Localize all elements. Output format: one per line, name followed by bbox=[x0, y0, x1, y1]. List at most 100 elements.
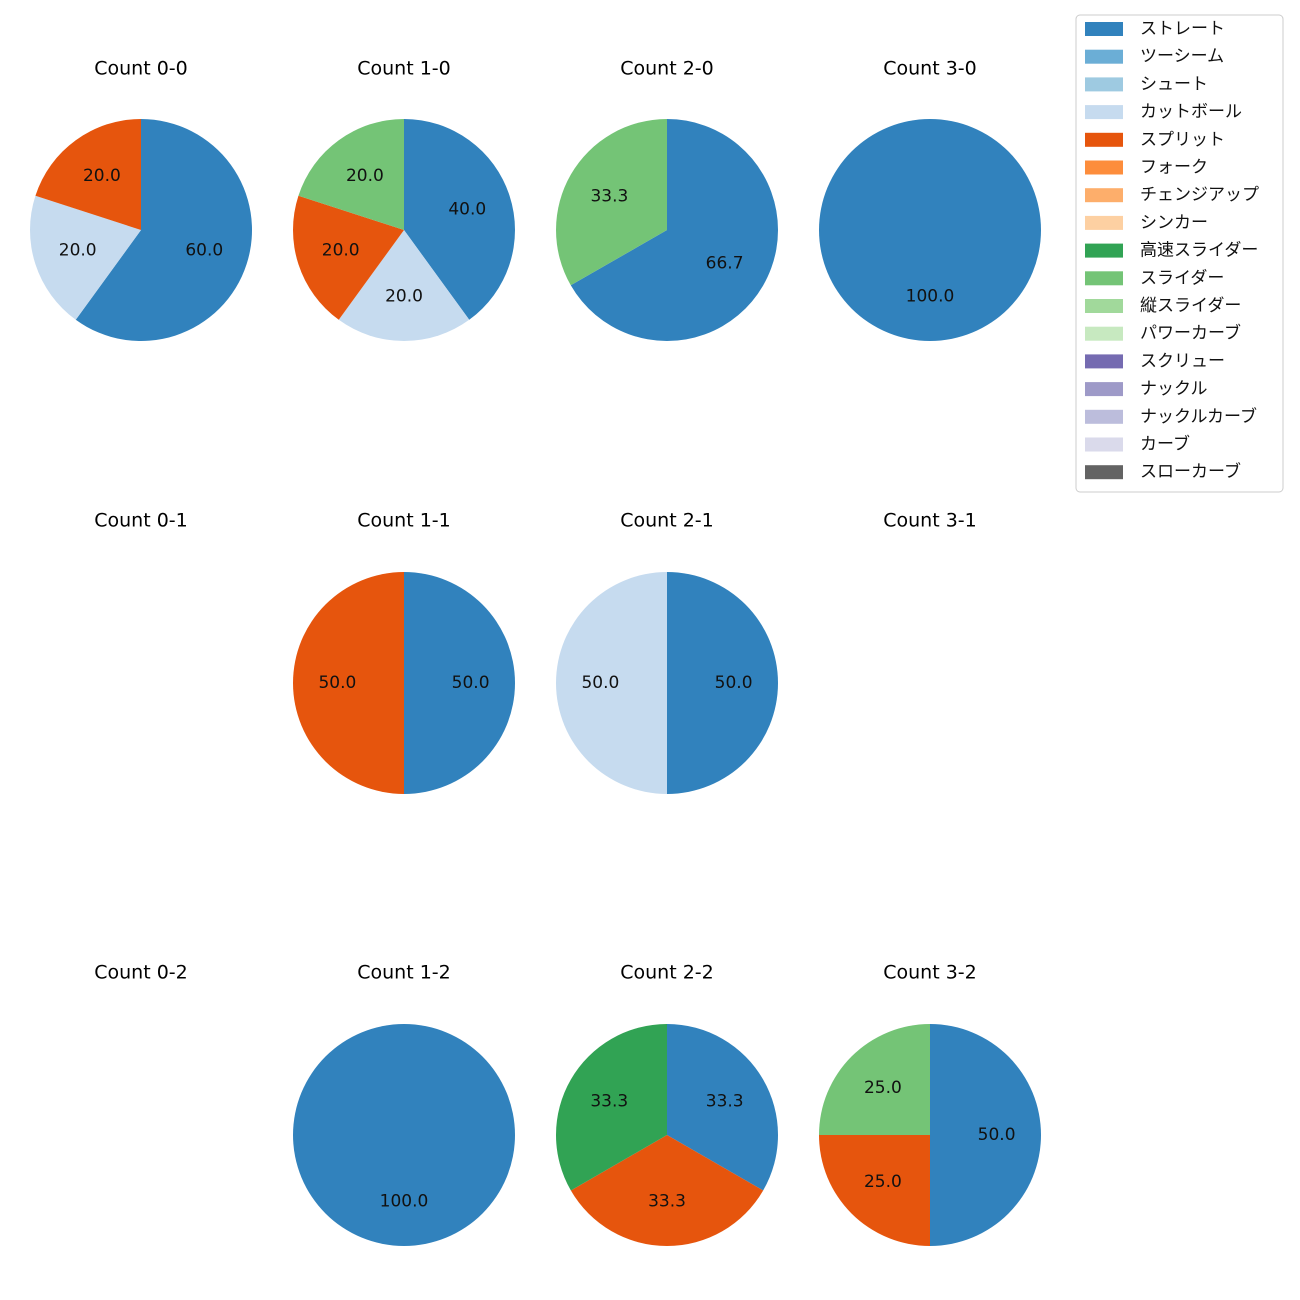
legend-label: カーブ bbox=[1140, 434, 1190, 455]
pie-slice-count-2-2-1 bbox=[570, 1135, 764, 1247]
legend-label: スクリュー bbox=[1140, 351, 1225, 371]
legend-item: スクリュー bbox=[1085, 351, 1225, 371]
slice-value-label: 25.0 bbox=[864, 1172, 902, 1192]
legend-item: ストレート bbox=[1085, 19, 1225, 39]
pie-slice-count-3-0-0 bbox=[819, 119, 1041, 341]
pie-count-3-0: Count 3-0 100.0 bbox=[819, 58, 1041, 341]
legend-item: 縦スライダー bbox=[1085, 296, 1241, 316]
legend-label: スローカーブ bbox=[1140, 461, 1241, 482]
pie-slice-count-0-0-0 bbox=[75, 119, 253, 341]
legend-swatch bbox=[1085, 382, 1123, 397]
pie-count-2-0: Count 2-0 66.7 33.3 bbox=[556, 58, 779, 342]
pie-title: Count 2-1 bbox=[620, 510, 714, 532]
pie-slice-count-1-2-0 bbox=[293, 1024, 515, 1246]
pie-slice-count-2-0-1 bbox=[556, 119, 667, 286]
slice-value-label: 50.0 bbox=[318, 673, 356, 693]
legend-label: カットボール bbox=[1140, 102, 1242, 122]
pie-slice-count-2-2-0 bbox=[667, 1024, 779, 1191]
pie-title: Count 0-1 bbox=[94, 510, 188, 532]
legend-label: ストレート bbox=[1140, 19, 1225, 39]
pie-slice-count-1-0-3 bbox=[298, 119, 404, 230]
legend-label: フォーク bbox=[1140, 158, 1208, 178]
legend-label: チェンジアップ bbox=[1140, 185, 1259, 205]
pie-title: Count 3-1 bbox=[883, 510, 977, 532]
slice-value-label: 50.0 bbox=[581, 673, 619, 693]
pie-slice-count-1-1-1 bbox=[293, 572, 404, 794]
pie-title: Count 2-2 bbox=[620, 962, 714, 984]
slice-value-label: 60.0 bbox=[185, 241, 223, 261]
slice-value-label: 33.3 bbox=[590, 1092, 628, 1112]
pie-slice-count-1-0-1 bbox=[338, 230, 470, 341]
pie-title: Count 2-0 bbox=[620, 58, 714, 80]
legend-swatch bbox=[1085, 326, 1123, 341]
slice-value-label: 20.0 bbox=[346, 166, 384, 186]
legend-frame bbox=[1075, 14, 1284, 493]
pie-title: Count 0-0 bbox=[94, 58, 188, 80]
slice-value-label: 20.0 bbox=[385, 287, 423, 307]
legend-label: スライダー bbox=[1140, 268, 1224, 288]
slice-value-label: 50.0 bbox=[452, 673, 490, 693]
legend-swatch bbox=[1085, 105, 1123, 120]
legend-label: パワーカーブ bbox=[1140, 323, 1241, 344]
legend-item: スプリット bbox=[1085, 130, 1225, 150]
legend-label: シンカー bbox=[1140, 213, 1208, 233]
pie-count-2-2: Count 2-2 33.3 33.3 33.3 bbox=[555, 962, 779, 1247]
legend-swatch bbox=[1085, 22, 1123, 36]
legend-label: スプリット bbox=[1140, 130, 1225, 150]
slice-value-label: 33.3 bbox=[590, 187, 628, 207]
legend-swatch bbox=[1085, 160, 1123, 175]
pie-count-3-1: Count 3-1 bbox=[883, 510, 977, 532]
slice-value-label: 20.0 bbox=[83, 166, 121, 186]
slice-value-label: 100.0 bbox=[380, 1192, 429, 1212]
pie-title: Count 1-0 bbox=[357, 58, 451, 80]
legend-item: チェンジアップ bbox=[1085, 185, 1259, 205]
pie-slice-count-2-1-0 bbox=[667, 572, 778, 794]
slice-value-label: 33.3 bbox=[648, 1192, 686, 1212]
legend-item: スライダー bbox=[1085, 268, 1224, 288]
legend-item: フォーク bbox=[1085, 158, 1208, 178]
legend-label: シュート bbox=[1140, 74, 1208, 94]
legend-swatch bbox=[1085, 77, 1123, 92]
slice-value-label: 50.0 bbox=[978, 1125, 1016, 1145]
pie-count-1-0: Count 1-0 40.0 20.0 20.0 20.0 bbox=[292, 58, 515, 341]
pie-count-1-2: Count 1-2 100.0 bbox=[293, 962, 515, 1246]
pie-count-0-1: Count 0-1 bbox=[94, 510, 188, 532]
legend-label: ツーシーム bbox=[1140, 47, 1224, 67]
legend-swatch bbox=[1085, 188, 1123, 203]
legend-item: ナックル bbox=[1085, 379, 1208, 399]
pie-count-0-0: Count 0-0 60.0 20.0 20.0 bbox=[29, 58, 253, 341]
slice-value-label: 50.0 bbox=[715, 673, 753, 693]
legend-item: 高速スライダー bbox=[1085, 241, 1258, 261]
legend-swatch bbox=[1085, 215, 1123, 230]
legend-swatch bbox=[1085, 354, 1123, 369]
pie-title: Count 0-2 bbox=[94, 962, 188, 984]
legend-label: 縦スライダー bbox=[1140, 296, 1241, 316]
pie-slice-count-3-2-0 bbox=[930, 1024, 1041, 1246]
slice-value-label: 25.0 bbox=[864, 1078, 902, 1098]
legend-item: パワーカーブ bbox=[1085, 323, 1241, 344]
legend-label: 高速スライダー bbox=[1140, 241, 1258, 261]
legend-item: スローカーブ bbox=[1085, 461, 1241, 482]
legend-item: シンカー bbox=[1085, 213, 1208, 233]
legend-item: シュート bbox=[1085, 74, 1208, 94]
pie-slice-count-3-2-1 bbox=[819, 1135, 930, 1246]
pie-slice-count-1-0-0 bbox=[404, 119, 515, 320]
legend-swatch bbox=[1085, 409, 1123, 424]
pie-slice-count-2-1-1 bbox=[556, 572, 667, 794]
pie-slice-count-0-0-1 bbox=[29, 195, 141, 320]
legend-item: カーブ bbox=[1085, 434, 1190, 455]
slice-value-label: 100.0 bbox=[906, 287, 955, 307]
legend: ストレートツーシームシュートカットボールスプリットフォークチェンジアップシンカー… bbox=[1075, 14, 1284, 493]
pie-title: Count 1-1 bbox=[357, 510, 451, 532]
legend-swatch bbox=[1085, 271, 1123, 286]
legend-item: ツーシーム bbox=[1085, 47, 1224, 67]
pie-slice-count-0-0-2 bbox=[35, 119, 141, 230]
legend-swatch bbox=[1085, 437, 1123, 452]
legend-item: ナックルカーブ bbox=[1085, 406, 1257, 427]
pie-count-0-2: Count 0-2 bbox=[94, 962, 188, 984]
legend-label: ナックル bbox=[1140, 379, 1208, 399]
pie-count-3-2: Count 3-2 50.0 25.0 25.0 bbox=[819, 962, 1041, 1246]
pie-count-2-1: Count 2-1 50.0 50.0 bbox=[556, 510, 778, 794]
slice-value-label: 66.7 bbox=[706, 253, 744, 273]
pie-panels: Count 0-0 60.0 20.0 20.0 Count 1-0 40.0 20.0 20… bbox=[29, 58, 1041, 1247]
